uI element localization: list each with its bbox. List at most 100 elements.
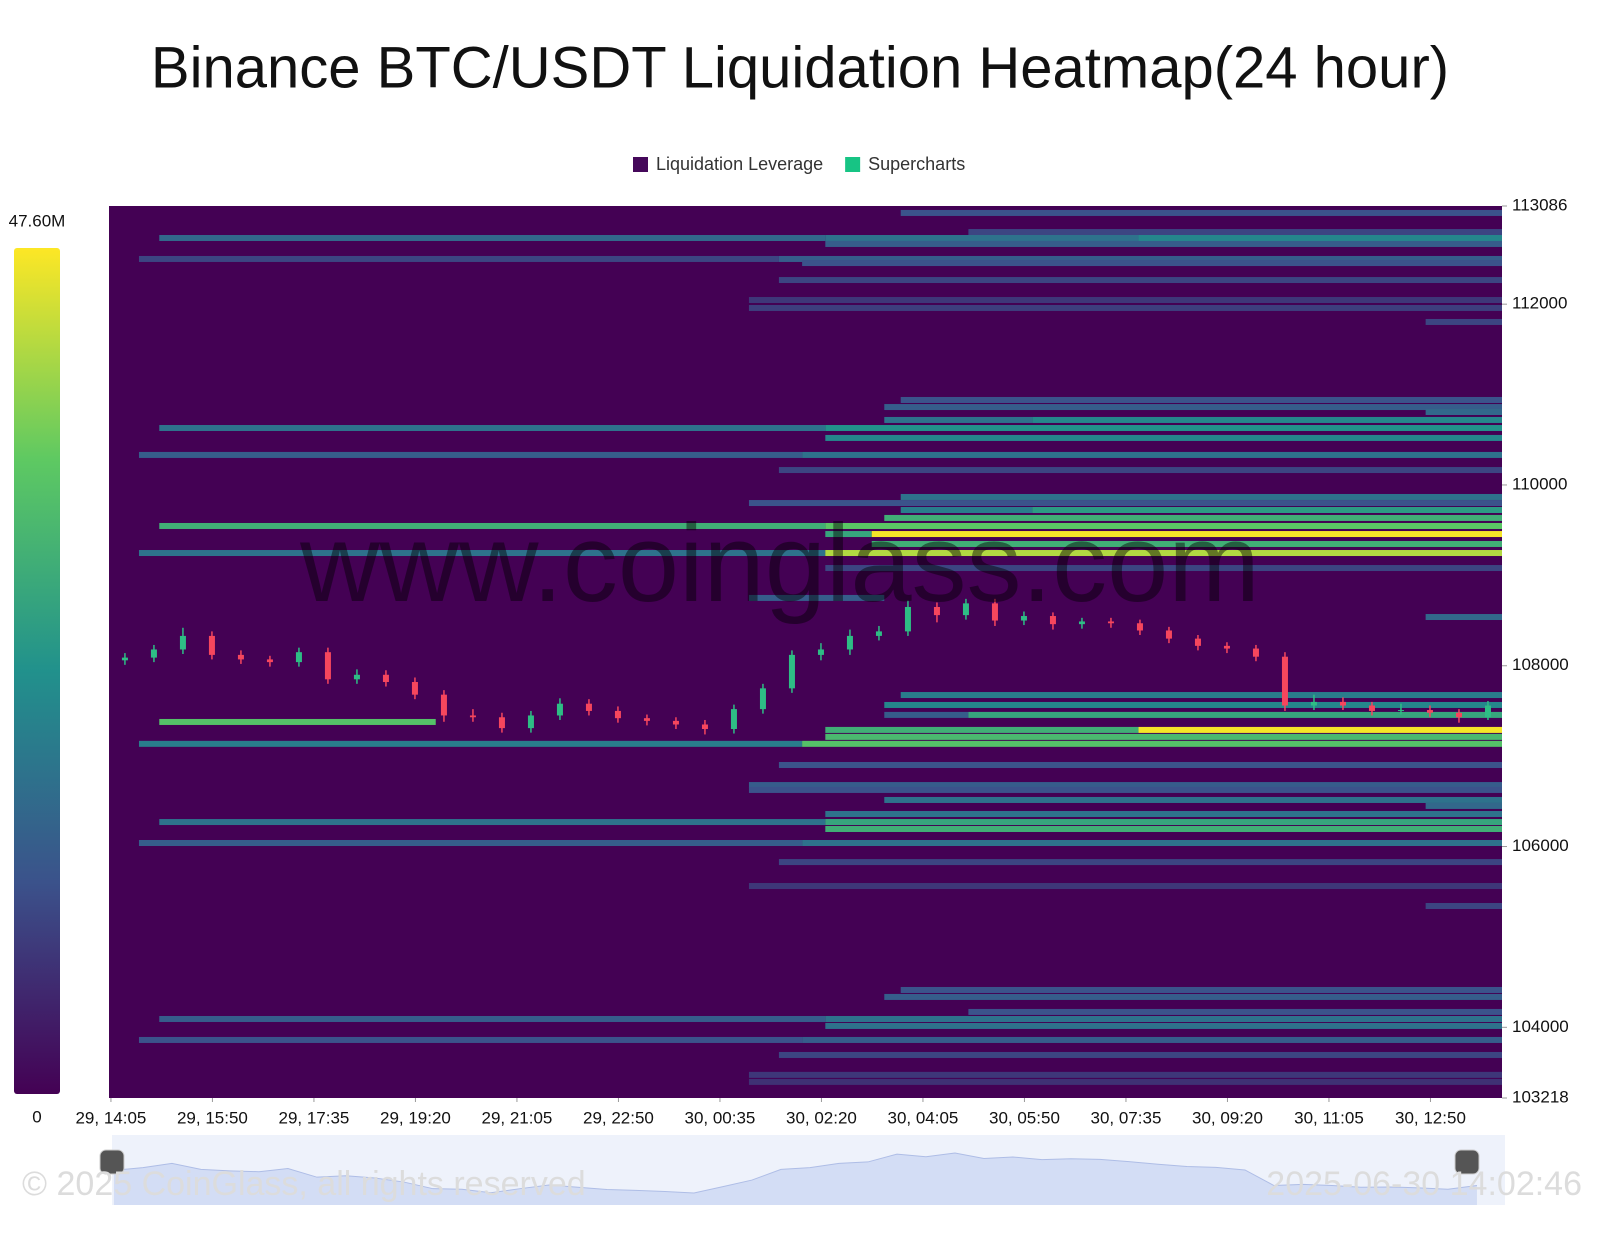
legend-swatch — [633, 157, 648, 172]
heatmap-band — [825, 825, 1502, 832]
plot-area — [109, 206, 1502, 1098]
candle-body — [469, 715, 476, 718]
heatmap-band — [138, 550, 826, 557]
heatmap-band — [825, 565, 1502, 572]
x-tick-label: 29, 15:50 — [177, 1108, 248, 1127]
heatmap-band — [825, 522, 1502, 529]
candle-body — [527, 715, 534, 729]
heatmap-band — [900, 506, 1033, 513]
chart-title: Binance BTC/USDT Liquidation Heatmap(24 … — [151, 35, 1449, 100]
heatmap-band — [748, 782, 1502, 789]
candle-body — [1310, 701, 1317, 706]
x-tick-label: 29, 14:05 — [75, 1108, 146, 1127]
heatmap-band — [825, 1022, 1502, 1029]
candle-body — [353, 674, 360, 680]
candle-body — [1020, 616, 1027, 621]
candle-body — [1049, 616, 1056, 625]
y-tick-label: 110000 — [1512, 474, 1567, 493]
heatmap-band — [884, 711, 969, 718]
heatmap-band — [748, 1078, 1502, 1085]
x-tick-label: 29, 22:50 — [583, 1108, 654, 1127]
heatmap-band — [159, 522, 826, 529]
x-tick-label: 29, 21:05 — [481, 1108, 552, 1127]
heatmap-band — [825, 810, 1502, 817]
heatmap-band — [900, 986, 1502, 993]
x-tick-label: 30, 07:35 — [1091, 1108, 1162, 1127]
candle-body — [1078, 621, 1085, 625]
heatmap-background — [109, 206, 1502, 1098]
x-tick-label: 30, 09:20 — [1192, 1108, 1263, 1127]
heatmap-band — [825, 733, 1502, 740]
heatmap-band — [825, 550, 1502, 557]
candle-body — [411, 682, 418, 695]
candle-body — [1252, 648, 1259, 657]
candle-body — [1455, 712, 1462, 718]
candle-body — [701, 724, 708, 730]
heatmap-band — [748, 786, 1502, 793]
heatmap-band — [1032, 506, 1502, 513]
candle-body — [121, 657, 128, 661]
navigator-handle[interactable] — [1454, 1149, 1480, 1175]
heatmap-band — [825, 531, 872, 538]
x-tick-label: 30, 04:05 — [887, 1108, 958, 1127]
legend-label[interactable]: Liquidation Leverage — [656, 154, 823, 174]
candle-body — [1484, 705, 1491, 718]
candle-body — [1136, 623, 1143, 631]
candle-body — [382, 674, 389, 683]
heatmap-band — [900, 493, 1502, 500]
heatmap-band — [748, 883, 1502, 890]
legend-swatch — [845, 157, 861, 172]
candle-body — [1339, 701, 1346, 706]
y-tick-label: 103218 — [1512, 1087, 1569, 1106]
candle-body — [179, 635, 186, 650]
y-tick-label: 112000 — [1512, 294, 1567, 313]
watermark: www.coinglass.com — [299, 502, 1260, 625]
x-tick-label: 30, 02:20 — [786, 1108, 857, 1127]
heatmap-band — [825, 726, 1139, 733]
heatmap-band — [159, 1015, 826, 1022]
candle-body — [817, 649, 824, 655]
heatmap-band — [778, 1051, 1502, 1058]
candle-body — [962, 603, 969, 616]
heatmap-band — [968, 711, 1502, 718]
heatmap-band — [778, 859, 1502, 866]
heatmap-band — [159, 234, 826, 241]
heatmap-band — [825, 819, 1502, 826]
candle-body — [643, 718, 650, 721]
heatmap-band — [802, 1036, 1502, 1043]
heatmap-band — [871, 540, 1502, 547]
candle-body — [1426, 710, 1433, 713]
candle-body — [933, 606, 940, 616]
x-tick-label: 30, 00:35 — [684, 1108, 755, 1127]
y-tick-label: 108000 — [1512, 655, 1569, 674]
timestamp: 2025-06-30 14:02:46 — [1266, 1165, 1582, 1203]
x-tick-label: 30, 11:05 — [1294, 1108, 1364, 1127]
heatmap-band — [778, 761, 1502, 768]
x-tick-label: 30, 05:50 — [989, 1108, 1060, 1127]
heatmap-band — [748, 594, 885, 601]
navigator-handle[interactable] — [99, 1149, 125, 1175]
heatmap-band — [884, 993, 1502, 1000]
candle-body — [266, 659, 273, 663]
candle-body — [237, 654, 244, 660]
heatmap-band — [748, 304, 1502, 311]
candle-body — [875, 631, 882, 636]
heatmap-band — [802, 451, 1502, 458]
candle-body — [295, 652, 302, 663]
heatmap-band — [159, 425, 826, 432]
heatmap-band — [884, 701, 1502, 708]
heatmap-band — [968, 1008, 1502, 1015]
heatmap-band — [1138, 726, 1502, 733]
colorbar-label: 47.60M — [9, 211, 66, 230]
heatmap-band — [1138, 234, 1502, 241]
legend-label[interactable]: Supercharts — [868, 154, 965, 174]
candle-body — [614, 710, 621, 719]
heatmap-band — [159, 718, 436, 725]
candle-body — [1397, 710, 1404, 712]
candle-body — [1194, 638, 1201, 646]
candle-body — [324, 652, 331, 680]
x-tick-label: 29, 17:35 — [278, 1108, 349, 1127]
heatmap-band — [138, 1036, 803, 1043]
heatmap-band — [900, 692, 1502, 699]
candle-body — [759, 688, 766, 710]
